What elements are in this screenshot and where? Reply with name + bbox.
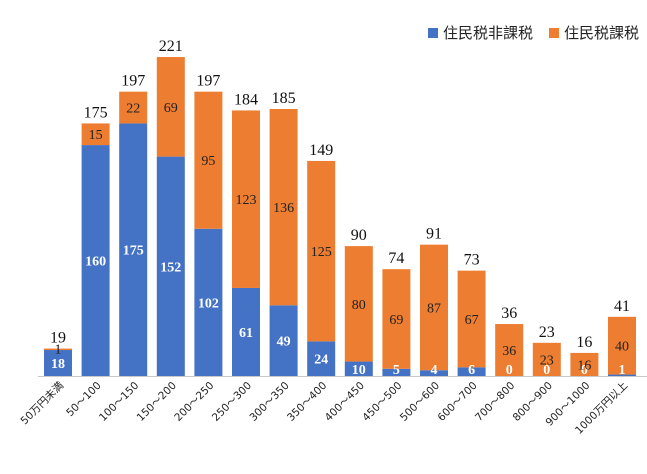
data-label-nontaxable: 6 bbox=[468, 363, 475, 378]
data-label-nontaxable: 0 bbox=[506, 363, 513, 378]
data-label-nontaxable: 5 bbox=[393, 363, 400, 378]
bar-nontaxable bbox=[608, 374, 636, 376]
data-label-taxable: 23 bbox=[540, 353, 554, 368]
data-label-nontaxable: 0 bbox=[581, 363, 588, 378]
x-tick-label: 700～800 bbox=[473, 380, 517, 424]
bar-taxable bbox=[44, 348, 72, 351]
data-label-taxable: 123 bbox=[236, 193, 257, 208]
bar-nontaxable bbox=[307, 341, 336, 376]
data-label-total: 41 bbox=[614, 298, 630, 315]
x-tick-label: 250～300 bbox=[210, 380, 254, 424]
legend-label-taxable: 住民税課税 bbox=[563, 24, 639, 42]
data-label-total: 74 bbox=[388, 250, 404, 267]
data-label-taxable: 95 bbox=[201, 154, 215, 169]
bar-taxable bbox=[307, 160, 336, 342]
x-tick-label: 350～400 bbox=[285, 380, 329, 424]
bar-nontaxable bbox=[119, 123, 148, 376]
bar-nontaxable bbox=[457, 367, 486, 376]
data-label-nontaxable: 160 bbox=[85, 255, 106, 270]
bar-nontaxable bbox=[81, 145, 110, 376]
bar-taxable bbox=[156, 57, 185, 157]
data-label-nontaxable: 1 bbox=[619, 363, 626, 378]
data-label-taxable: 22 bbox=[126, 102, 140, 117]
data-label-total: 197 bbox=[196, 73, 220, 90]
data-label-taxable: 69 bbox=[389, 313, 403, 328]
bar-taxable bbox=[194, 91, 223, 229]
legend-swatch-nontaxable bbox=[427, 27, 438, 38]
data-label-total: 19 bbox=[50, 330, 66, 347]
data-label-total: 23 bbox=[539, 324, 555, 341]
legend-label-nontaxable: 住民税非課税 bbox=[442, 24, 533, 42]
data-label-total: 36 bbox=[501, 305, 517, 322]
legend-item-taxable: 住民税課税 bbox=[548, 22, 639, 43]
x-tick-label: 300～350 bbox=[247, 380, 291, 424]
data-label-taxable: 36 bbox=[502, 344, 516, 359]
bar-nontaxable bbox=[232, 287, 260, 376]
data-label-nontaxable: 61 bbox=[239, 326, 253, 341]
x-tick-label: 100～150 bbox=[97, 380, 141, 424]
data-label-total: 149 bbox=[309, 142, 333, 159]
x-tick-label: 600～700 bbox=[435, 380, 479, 424]
bar-nontaxable bbox=[156, 156, 185, 376]
bar-taxable bbox=[344, 246, 373, 362]
data-label-taxable: 69 bbox=[164, 101, 178, 116]
data-label-taxable: 87 bbox=[427, 301, 441, 316]
data-label-taxable: 136 bbox=[273, 201, 294, 216]
x-tick-label: 400～450 bbox=[323, 380, 367, 424]
data-label-taxable: 40 bbox=[615, 340, 629, 355]
bar-nontaxable bbox=[420, 370, 448, 376]
data-label-nontaxable: 4 bbox=[431, 363, 438, 378]
data-label-total: 221 bbox=[159, 38, 183, 55]
data-label-taxable: 1 bbox=[55, 343, 62, 358]
bar-taxable bbox=[81, 123, 110, 146]
x-tick-label: 200～250 bbox=[172, 380, 216, 424]
bar-taxable bbox=[420, 244, 448, 371]
bar-taxable bbox=[232, 110, 260, 288]
data-label-total: 16 bbox=[576, 334, 592, 351]
bar-taxable bbox=[532, 342, 561, 376]
data-label-nontaxable: 10 bbox=[352, 363, 366, 378]
data-label-taxable: 15 bbox=[89, 128, 103, 143]
data-label-nontaxable: 49 bbox=[277, 335, 291, 350]
data-label-nontaxable: 102 bbox=[198, 296, 219, 311]
data-label-nontaxable: 18 bbox=[51, 357, 65, 372]
data-label-total: 175 bbox=[84, 104, 108, 121]
legend-swatch-taxable bbox=[548, 27, 559, 38]
bar-taxable bbox=[608, 316, 636, 375]
x-tick-label: 50～100 bbox=[64, 380, 104, 420]
bar-nontaxable bbox=[382, 368, 411, 376]
data-label-nontaxable: 152 bbox=[160, 260, 181, 275]
x-tick-label: 450～500 bbox=[360, 380, 404, 424]
bar-nontaxable bbox=[269, 305, 298, 376]
bar-taxable bbox=[382, 269, 411, 369]
data-label-nontaxable: 0 bbox=[543, 363, 550, 378]
bar-taxable bbox=[495, 324, 524, 376]
data-label-taxable: 16 bbox=[577, 358, 591, 373]
bar-nontaxable bbox=[44, 350, 72, 376]
bar-nontaxable bbox=[344, 361, 373, 376]
legend: 住民税非課税 住民税課税 bbox=[427, 22, 639, 43]
data-label-total: 90 bbox=[351, 227, 367, 244]
x-tick-label: 500～600 bbox=[398, 380, 442, 424]
data-label-taxable: 67 bbox=[465, 313, 479, 328]
bar-taxable bbox=[570, 352, 599, 376]
data-label-total: 197 bbox=[121, 73, 145, 90]
data-label-total: 91 bbox=[426, 226, 442, 243]
x-tick-label: 150～200 bbox=[135, 380, 179, 424]
bar-nontaxable bbox=[194, 228, 223, 376]
data-label-taxable: 80 bbox=[352, 298, 366, 313]
x-tick-label: 50万円未満 bbox=[18, 379, 66, 427]
legend-item-nontaxable: 住民税非課税 bbox=[427, 22, 533, 43]
bar-taxable bbox=[269, 108, 298, 306]
data-label-total: 73 bbox=[464, 252, 480, 269]
bar-taxable bbox=[457, 270, 486, 368]
data-label-total: 184 bbox=[234, 91, 258, 108]
data-label-nontaxable: 24 bbox=[314, 353, 328, 368]
bar-taxable bbox=[119, 91, 148, 124]
data-label-nontaxable: 175 bbox=[123, 244, 144, 259]
data-label-taxable: 125 bbox=[311, 245, 332, 260]
data-label-total: 185 bbox=[272, 90, 296, 107]
